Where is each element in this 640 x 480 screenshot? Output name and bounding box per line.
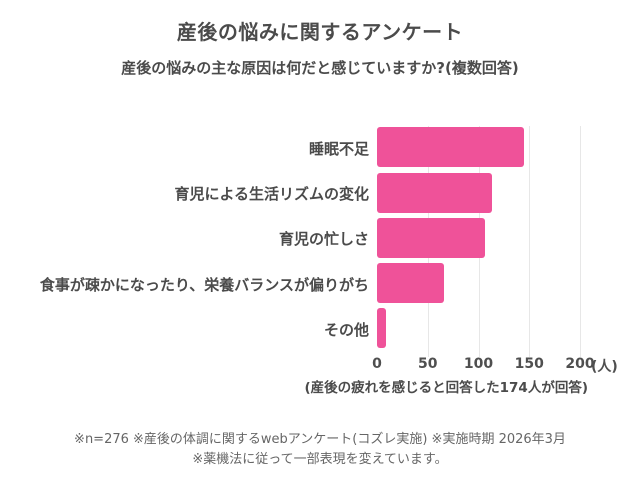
category-label: 育児による生活リズムの変化 bbox=[174, 185, 369, 204]
x-tick-label-100: 100 bbox=[463, 356, 494, 372]
category-label-column: 睡眠不足育児による生活リズムの変化育児の忙しさ食事が疎かになったり、栄養バランス… bbox=[0, 126, 369, 352]
category-label: 食事が疎かになったり、栄養バランスが偏りがち bbox=[39, 275, 369, 294]
footnote: ※n=276 ※産後の体調に関するwebアンケート(コズレ実施) ※実施時期 2… bbox=[0, 430, 640, 470]
x-tick-label-150: 150 bbox=[514, 356, 544, 372]
category-label: その他 bbox=[323, 320, 369, 339]
x-tick-label-50: 50 bbox=[418, 356, 438, 372]
bar-plot-area bbox=[377, 126, 581, 357]
page-title: 産後の悩みに関するアンケート bbox=[176, 20, 464, 44]
chart-bar bbox=[377, 217, 485, 258]
chart-bar bbox=[377, 127, 525, 168]
chart-bar bbox=[377, 263, 444, 303]
footnote-line-2: ※薬機法に従って一部表現を変えています。 bbox=[192, 452, 448, 467]
chart-bar bbox=[377, 308, 387, 349]
survey-question: 産後の悩みの主な原因は何だと感じていますか?(複数回答) bbox=[121, 59, 519, 77]
x-axis: 0 50 100 150 200 bbox=[0, 356, 640, 374]
category-label: 育児の忙しさ bbox=[278, 230, 369, 249]
chart-bar bbox=[377, 172, 492, 213]
gridline-200 bbox=[580, 126, 581, 357]
footnote-line-1: ※n=276 ※産後の体調に関するwebアンケート(コズレ実施) ※実施時期 2… bbox=[74, 432, 566, 447]
x-axis-unit-label: (人) bbox=[591, 359, 618, 375]
category-label: 睡眠不足 bbox=[308, 140, 369, 159]
x-tick-label-200: 200 bbox=[565, 356, 595, 372]
x-tick-label-0: 0 bbox=[372, 356, 382, 372]
gridline-150 bbox=[529, 126, 531, 357]
respondent-note: (産後の疲れを感じると回答した174人が回答) bbox=[304, 380, 588, 396]
